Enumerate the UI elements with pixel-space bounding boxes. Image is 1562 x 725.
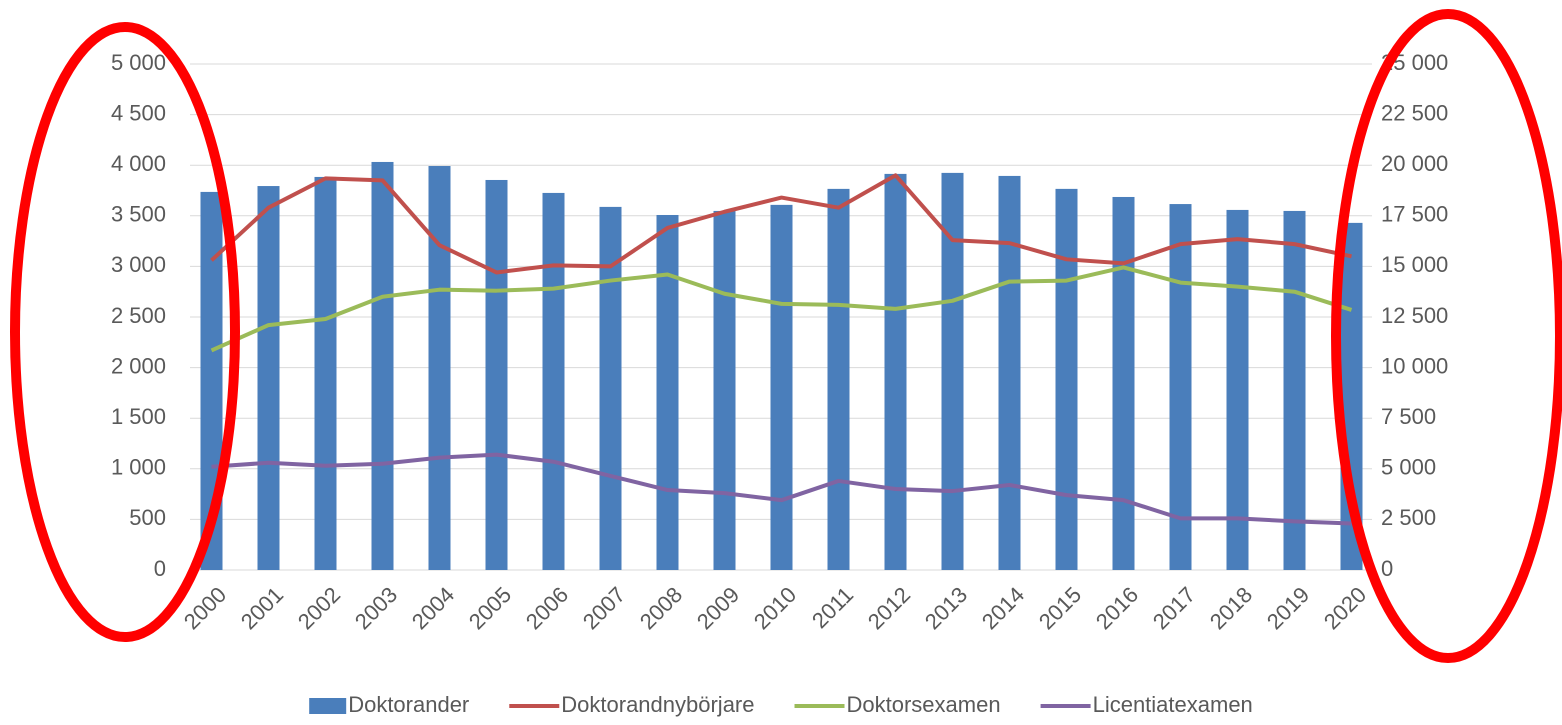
bar xyxy=(257,186,280,571)
x-tick-label: 2010 xyxy=(749,582,801,634)
bar xyxy=(428,166,451,571)
bar xyxy=(1226,209,1249,570)
highlight-ellipse xyxy=(10,22,240,642)
bar xyxy=(827,188,850,570)
y2-tick-label: 17 500 xyxy=(1381,202,1448,227)
y2-tick-label: 22 500 xyxy=(1381,100,1448,125)
bar xyxy=(314,176,337,570)
bar xyxy=(884,173,907,570)
y-tick-label: 500 xyxy=(129,505,166,530)
y2-tick-label: 5 000 xyxy=(1381,455,1436,480)
y-tick-label: 4 500 xyxy=(111,100,166,125)
x-tick-label: 2008 xyxy=(635,582,687,634)
bar xyxy=(770,204,793,570)
bar xyxy=(941,172,964,570)
y2-tick-label: 7 500 xyxy=(1381,404,1436,429)
x-tick-label: 2009 xyxy=(692,582,744,634)
y-tick-label: 4 000 xyxy=(111,151,166,176)
legend-label: Doktorander xyxy=(348,692,469,717)
bar xyxy=(542,192,565,570)
y2-tick-label: 2 500 xyxy=(1381,505,1436,530)
y2-tick-label: 10 000 xyxy=(1381,353,1448,378)
y2-tick-label: 20 000 xyxy=(1381,151,1448,176)
x-tick-label: 2005 xyxy=(464,582,516,634)
x-tick-label: 2018 xyxy=(1205,582,1257,634)
line-series xyxy=(210,265,1353,353)
x-tick-label: 2001 xyxy=(236,582,288,634)
legend-label: Doktorandnybörjare xyxy=(561,692,754,717)
x-tick-label: 2007 xyxy=(578,582,630,634)
legend-item: Doktorandnybörjare xyxy=(509,692,755,717)
y-tick-label: 1 500 xyxy=(111,404,166,429)
y-tick-label: 0 xyxy=(154,556,166,581)
x-tick-label: 2019 xyxy=(1262,582,1314,634)
x-tick-label: 2011 xyxy=(807,582,858,633)
x-tick-label: 2016 xyxy=(1091,582,1143,634)
x-tick-label: 2014 xyxy=(977,582,1029,634)
bar xyxy=(713,210,736,571)
bar xyxy=(485,179,508,570)
y-tick-label: 5 000 xyxy=(111,50,166,75)
y2-tick-label: 12 500 xyxy=(1381,303,1448,328)
line-series xyxy=(211,452,1352,526)
x-tick-label: 2002 xyxy=(293,582,345,634)
y2-tick-label: 15 000 xyxy=(1381,252,1448,277)
legend-label: Doktorsexamen xyxy=(847,692,1001,717)
bar xyxy=(998,175,1021,571)
x-tick-label: 2017 xyxy=(1148,582,1200,634)
x-tick-label: 2004 xyxy=(407,582,459,634)
y-tick-label: 2 000 xyxy=(111,353,166,378)
x-tick-label: 2015 xyxy=(1034,582,1086,634)
bar xyxy=(371,161,394,570)
bar xyxy=(656,214,679,570)
line-series xyxy=(210,173,1352,275)
x-tick-label: 2020 xyxy=(1319,582,1371,634)
legend-label: Licentiatexamen xyxy=(1093,692,1253,717)
bar xyxy=(1169,204,1192,571)
x-tick-label: 2013 xyxy=(920,582,972,634)
plot-area: 0 500 1 000 1 500 2 000 2 500 3 000 3 500 4 000 4… xyxy=(111,50,1448,634)
y2-tick-label: 0 xyxy=(1381,556,1393,581)
x-tick-label: 2012 xyxy=(863,582,915,634)
x-tick-label: 2006 xyxy=(521,582,573,634)
bar xyxy=(1055,188,1078,570)
y-tick-label: 1 000 xyxy=(111,455,166,480)
y-tick-label: 2 500 xyxy=(111,303,166,328)
legend-item: Doktorander xyxy=(309,692,469,717)
x-tick-label: 2003 xyxy=(350,582,402,634)
legend-item: Licentiatexamen xyxy=(1040,692,1253,717)
legend-swatch xyxy=(309,698,347,714)
y-tick-label: 3 500 xyxy=(111,202,166,227)
highlight-ellipse xyxy=(1331,9,1562,663)
y-tick-label: 3 000 xyxy=(111,252,166,277)
bar xyxy=(1283,210,1306,571)
legend: Doktorander Doktorandnybörjare Doktorsexam… xyxy=(309,692,1253,717)
bar xyxy=(1112,196,1135,570)
legend-item: Doktorsexamen xyxy=(794,692,1001,717)
